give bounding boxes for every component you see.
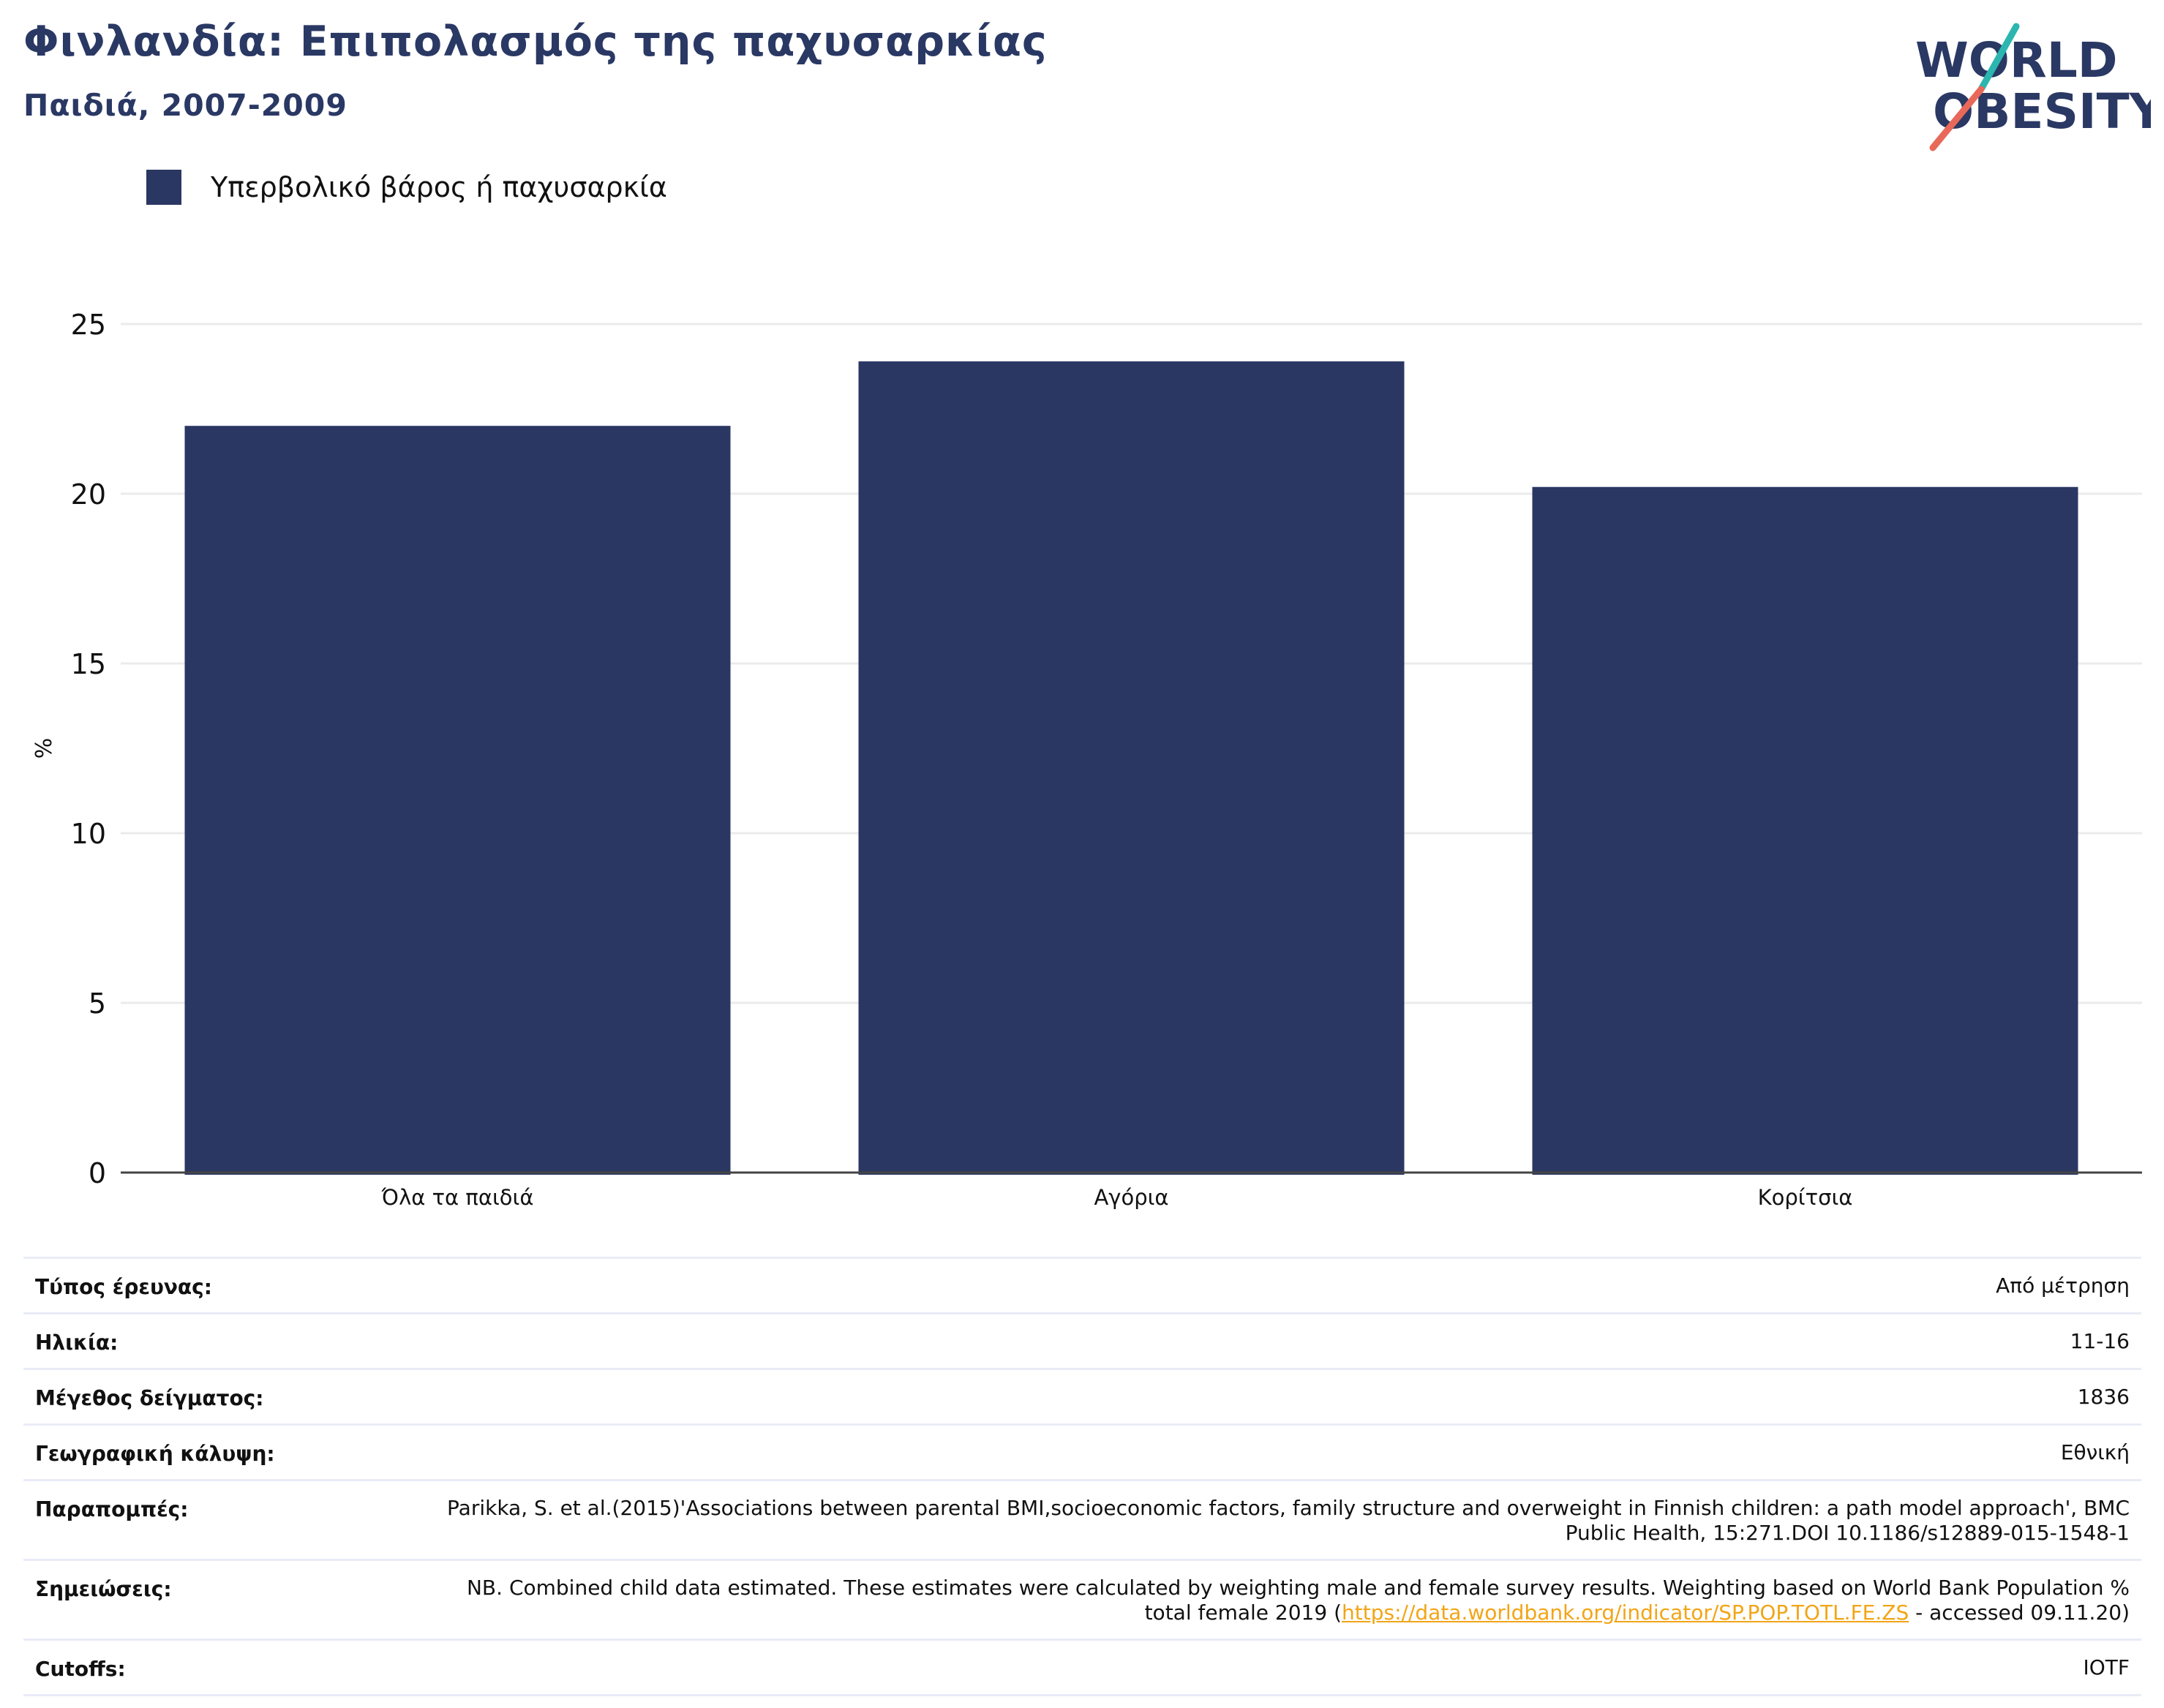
info-label: Σημειώσεις: xyxy=(35,1577,172,1601)
info-value: NB. Combined child data estimated. These… xyxy=(447,1576,2130,1625)
info-value: IOTF xyxy=(2083,1655,2130,1679)
y-tick-label: 5 xyxy=(89,987,106,1020)
info-value: Εθνική xyxy=(2060,1440,2130,1464)
x-tick-label: Όλα τα παιδιά xyxy=(381,1185,534,1210)
worldbank-link[interactable]: https://data.worldbank.org/indicator/SP.… xyxy=(1342,1600,1909,1625)
y-tick-label: 25 xyxy=(71,309,106,341)
world-obesity-logo: WORLD OBESITY xyxy=(1902,22,2164,154)
chart-subtitle: Παιδιά, 2007-2009 xyxy=(23,88,347,123)
info-row-cutoffs: Cutoffs: IOTF xyxy=(23,1639,2141,1696)
info-label: Ηλικία: xyxy=(35,1331,119,1355)
bar xyxy=(858,361,1405,1175)
info-value: Parikka, S. et al.(2015)'Associations be… xyxy=(447,1496,2130,1545)
legend-label: Υπερβολικό βάρος ή παχυσαρκία xyxy=(211,171,667,203)
y-tick-label: 20 xyxy=(71,478,106,511)
info-value: 1836 xyxy=(2077,1385,2130,1409)
info-row-sample-size: Μέγεθος δείγματος: 1836 xyxy=(23,1368,2141,1423)
bar-chart: 0 5 10 15 20 25% Όλα τα παιδιά Αγόρια Κορίτσια xyxy=(31,309,2142,1210)
notes-text-before: NB. Combined child data estimated. These… xyxy=(466,1576,2130,1625)
notes-text-after: - accessed 09.11.20) xyxy=(1909,1600,2130,1625)
logo-teal-slash xyxy=(1977,23,2020,93)
x-tick-label: Αγόρια xyxy=(1094,1185,1168,1210)
y-tick-label: 10 xyxy=(71,818,106,850)
info-label: Τύπος έρευνας: xyxy=(35,1275,212,1299)
x-tick-label: Κορίτσια xyxy=(1758,1185,1853,1210)
logo-text-obesity: OBESITY xyxy=(1933,83,2151,140)
info-row-survey-type: Τύπος έρευνας: Από μέτρηση xyxy=(23,1257,2141,1312)
info-label: Cutoffs: xyxy=(35,1657,126,1681)
logo-coral-slash xyxy=(1929,86,1985,151)
info-label: Γεωγραφική κάλυψη: xyxy=(35,1442,275,1466)
chart-title: Φινλανδία: Επιπολασμός της παχυσαρκίας xyxy=(23,18,1048,66)
info-value: 11-16 xyxy=(2070,1329,2130,1353)
info-label: Μέγεθος δείγματος: xyxy=(35,1386,264,1410)
y-tick-label: 0 xyxy=(89,1157,106,1189)
logo-graphic: WORLD OBESITY xyxy=(1915,23,2164,151)
legend-swatch xyxy=(146,170,181,205)
info-row-notes: Σημειώσεις: NB. Combined child data esti… xyxy=(23,1559,2141,1639)
y-tick-label: 15 xyxy=(71,648,106,680)
info-row-age: Ηλικία: 11-16 xyxy=(23,1312,2141,1368)
info-row-coverage: Γεωγραφική κάλυψη: Εθνική xyxy=(23,1423,2141,1479)
bar xyxy=(184,426,731,1175)
info-table: Τύπος έρευνας: Από μέτρηση Ηλικία: 11-16… xyxy=(23,1257,2141,1696)
info-value: Από μέτρηση xyxy=(1996,1274,2130,1298)
info-label: Παραπομπές: xyxy=(35,1497,189,1521)
y-axis-label: % xyxy=(31,738,57,759)
bar xyxy=(1532,486,2078,1175)
info-row-references: Παραπομπές: Parikka, S. et al.(2015)'Ass… xyxy=(23,1479,2141,1559)
logo-text-world: WORLD xyxy=(1915,32,2118,89)
chart-legend: Υπερβολικό βάρος ή παχυσαρκία xyxy=(146,170,667,205)
